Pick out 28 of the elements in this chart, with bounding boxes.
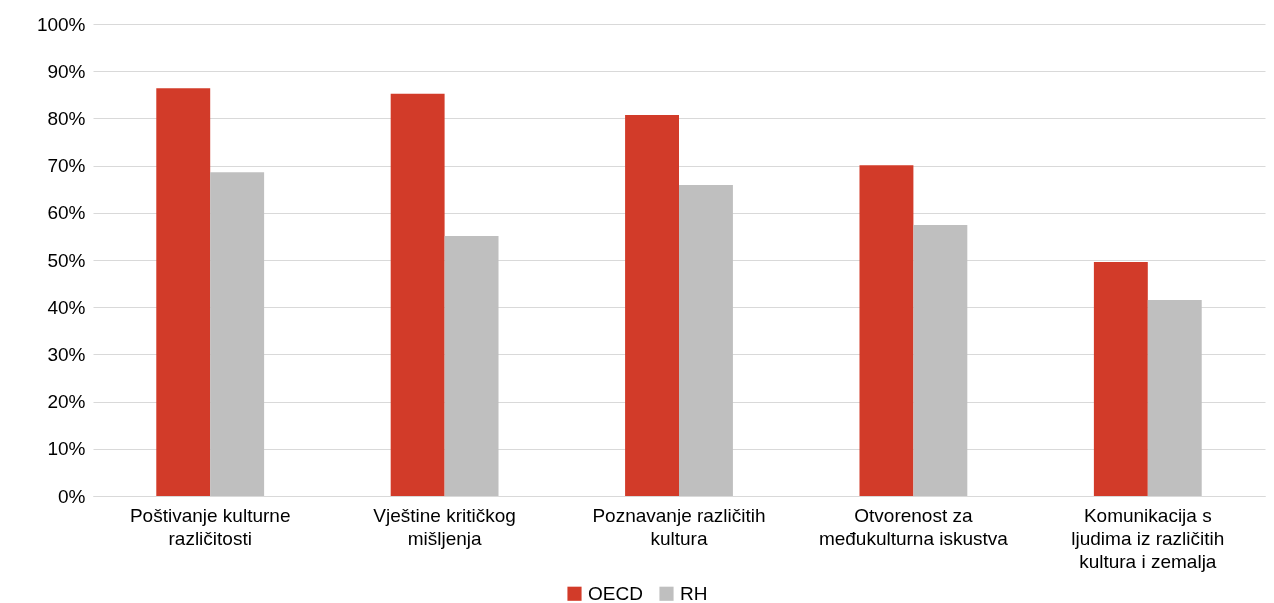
legend-label: RH <box>680 582 708 603</box>
bar <box>444 235 499 496</box>
bar <box>913 225 968 496</box>
y-tick-label: 10% <box>47 438 86 460</box>
bar <box>625 115 679 496</box>
y-tick-label: 20% <box>47 391 86 413</box>
bar <box>210 172 265 496</box>
y-tick-label: 60% <box>47 202 86 224</box>
y-tick-label: 40% <box>47 296 86 318</box>
x-tick-label: Vještine kritičkog mišljenja <box>373 504 516 549</box>
bar <box>156 88 211 496</box>
y-tick-label: 30% <box>47 343 86 365</box>
y-tick-label: 70% <box>47 155 86 177</box>
x-tick-label: Otvorenost za međukulturna iskustva <box>818 504 1009 549</box>
x-tick-label: Poznavanje različitih kultura <box>592 504 766 549</box>
y-tick-label: 50% <box>47 249 86 271</box>
y-tick-label: 80% <box>47 107 86 129</box>
bar <box>679 184 733 496</box>
y-tick-label: 0% <box>58 485 86 507</box>
bar <box>1147 300 1202 496</box>
y-tick-label: 90% <box>47 60 86 82</box>
bar <box>390 93 445 496</box>
bar <box>1093 261 1148 496</box>
x-tick-label: Komunikacija s ljudima iz različitih kultura i zemalja <box>1071 504 1225 572</box>
bar <box>859 165 914 496</box>
y-tick-label: 100% <box>36 13 86 35</box>
legend-label: OECD <box>588 582 643 603</box>
x-tick-label: Poštivanje kulturne različitosti <box>129 504 291 549</box>
